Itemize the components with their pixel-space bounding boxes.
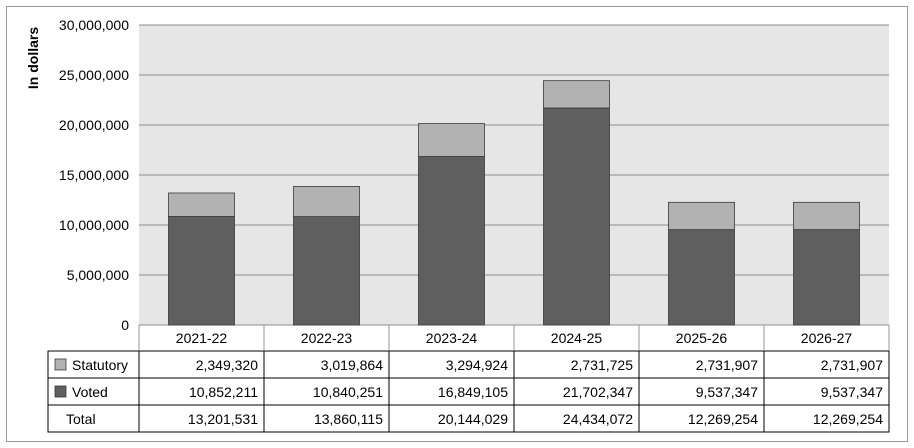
y-tick-label: 15,000,000 [59, 167, 129, 183]
table-cell: 21,702,347 [563, 384, 633, 400]
table-cell: 12,269,254 [813, 411, 883, 427]
y-tick-label: 5,000,000 [67, 267, 129, 283]
category-label: 2023-24 [426, 330, 478, 346]
table-cell: 3,019,864 [321, 357, 383, 373]
table-cell: 9,537,347 [696, 384, 758, 400]
y-tick-label: 30,000,000 [59, 17, 129, 33]
row-label: Statutory [72, 357, 128, 373]
category-label: 2024-25 [551, 330, 603, 346]
bar-statutory-2025-26 [668, 201, 735, 231]
bar-voted-2026-27 [793, 229, 860, 326]
bar-voted-2025-26 [668, 229, 735, 326]
y-tick-label: 20,000,000 [59, 117, 129, 133]
gridlines [139, 24, 889, 326]
table-cell: 12,269,254 [688, 411, 758, 427]
bar-voted-2024-25 [543, 107, 610, 326]
table-cell: 2,731,907 [696, 357, 758, 373]
y-tick-label: 0 [121, 317, 129, 333]
bar-statutory-2024-25 [543, 80, 610, 109]
bar-statutory-2022-23 [293, 185, 360, 217]
y-axis-ticks: 0 5,000,000 10,000,000 15,000,000 20,000,000… [59, 17, 129, 333]
table-cell: 24,434,072 [563, 411, 633, 427]
table-cell: 2,731,907 [821, 357, 883, 373]
bars [168, 80, 860, 326]
bar-voted-2021-22 [168, 216, 235, 326]
category-label: 2022-23 [301, 330, 353, 346]
table-cell: 16,849,105 [438, 384, 508, 400]
bar-statutory-2026-27 [793, 201, 860, 231]
table-cell: 20,144,029 [438, 411, 508, 427]
bar-voted-2022-23 [293, 216, 360, 326]
table-cell: 13,860,115 [314, 411, 383, 427]
table-cell: 3,294,924 [446, 357, 508, 373]
category-label: 2026-27 [801, 330, 853, 346]
bar-voted-2023-24 [418, 156, 485, 326]
y-tick-label: 25,000,000 [59, 67, 129, 83]
table-cell: 10,840,251 [313, 384, 383, 400]
legend-swatch-voted [54, 385, 67, 398]
category-label: 2021-22 [176, 330, 228, 346]
table-cell: 2,731,725 [571, 357, 633, 373]
table-cell: 13,201,531 [188, 411, 258, 427]
data-table: 2021-22 2022-23 2023-24 2024-25 2025-26 2026-… [47, 325, 890, 433]
category-label: 2025-26 [676, 330, 728, 346]
row-label: Voted [72, 384, 108, 400]
table-cell: 2,349,320 [196, 357, 258, 373]
bar-statutory-2021-22 [168, 192, 235, 217]
bar-statutory-2023-24 [418, 123, 485, 157]
legend-swatch-statutory [54, 358, 67, 371]
y-axis-label: In dollars [25, 27, 41, 89]
table-cell: 10,852,211 [189, 384, 258, 400]
y-tick-label: 10,000,000 [59, 217, 129, 233]
table-cell: 9,537,347 [821, 384, 883, 400]
row-label: Total [66, 411, 96, 427]
